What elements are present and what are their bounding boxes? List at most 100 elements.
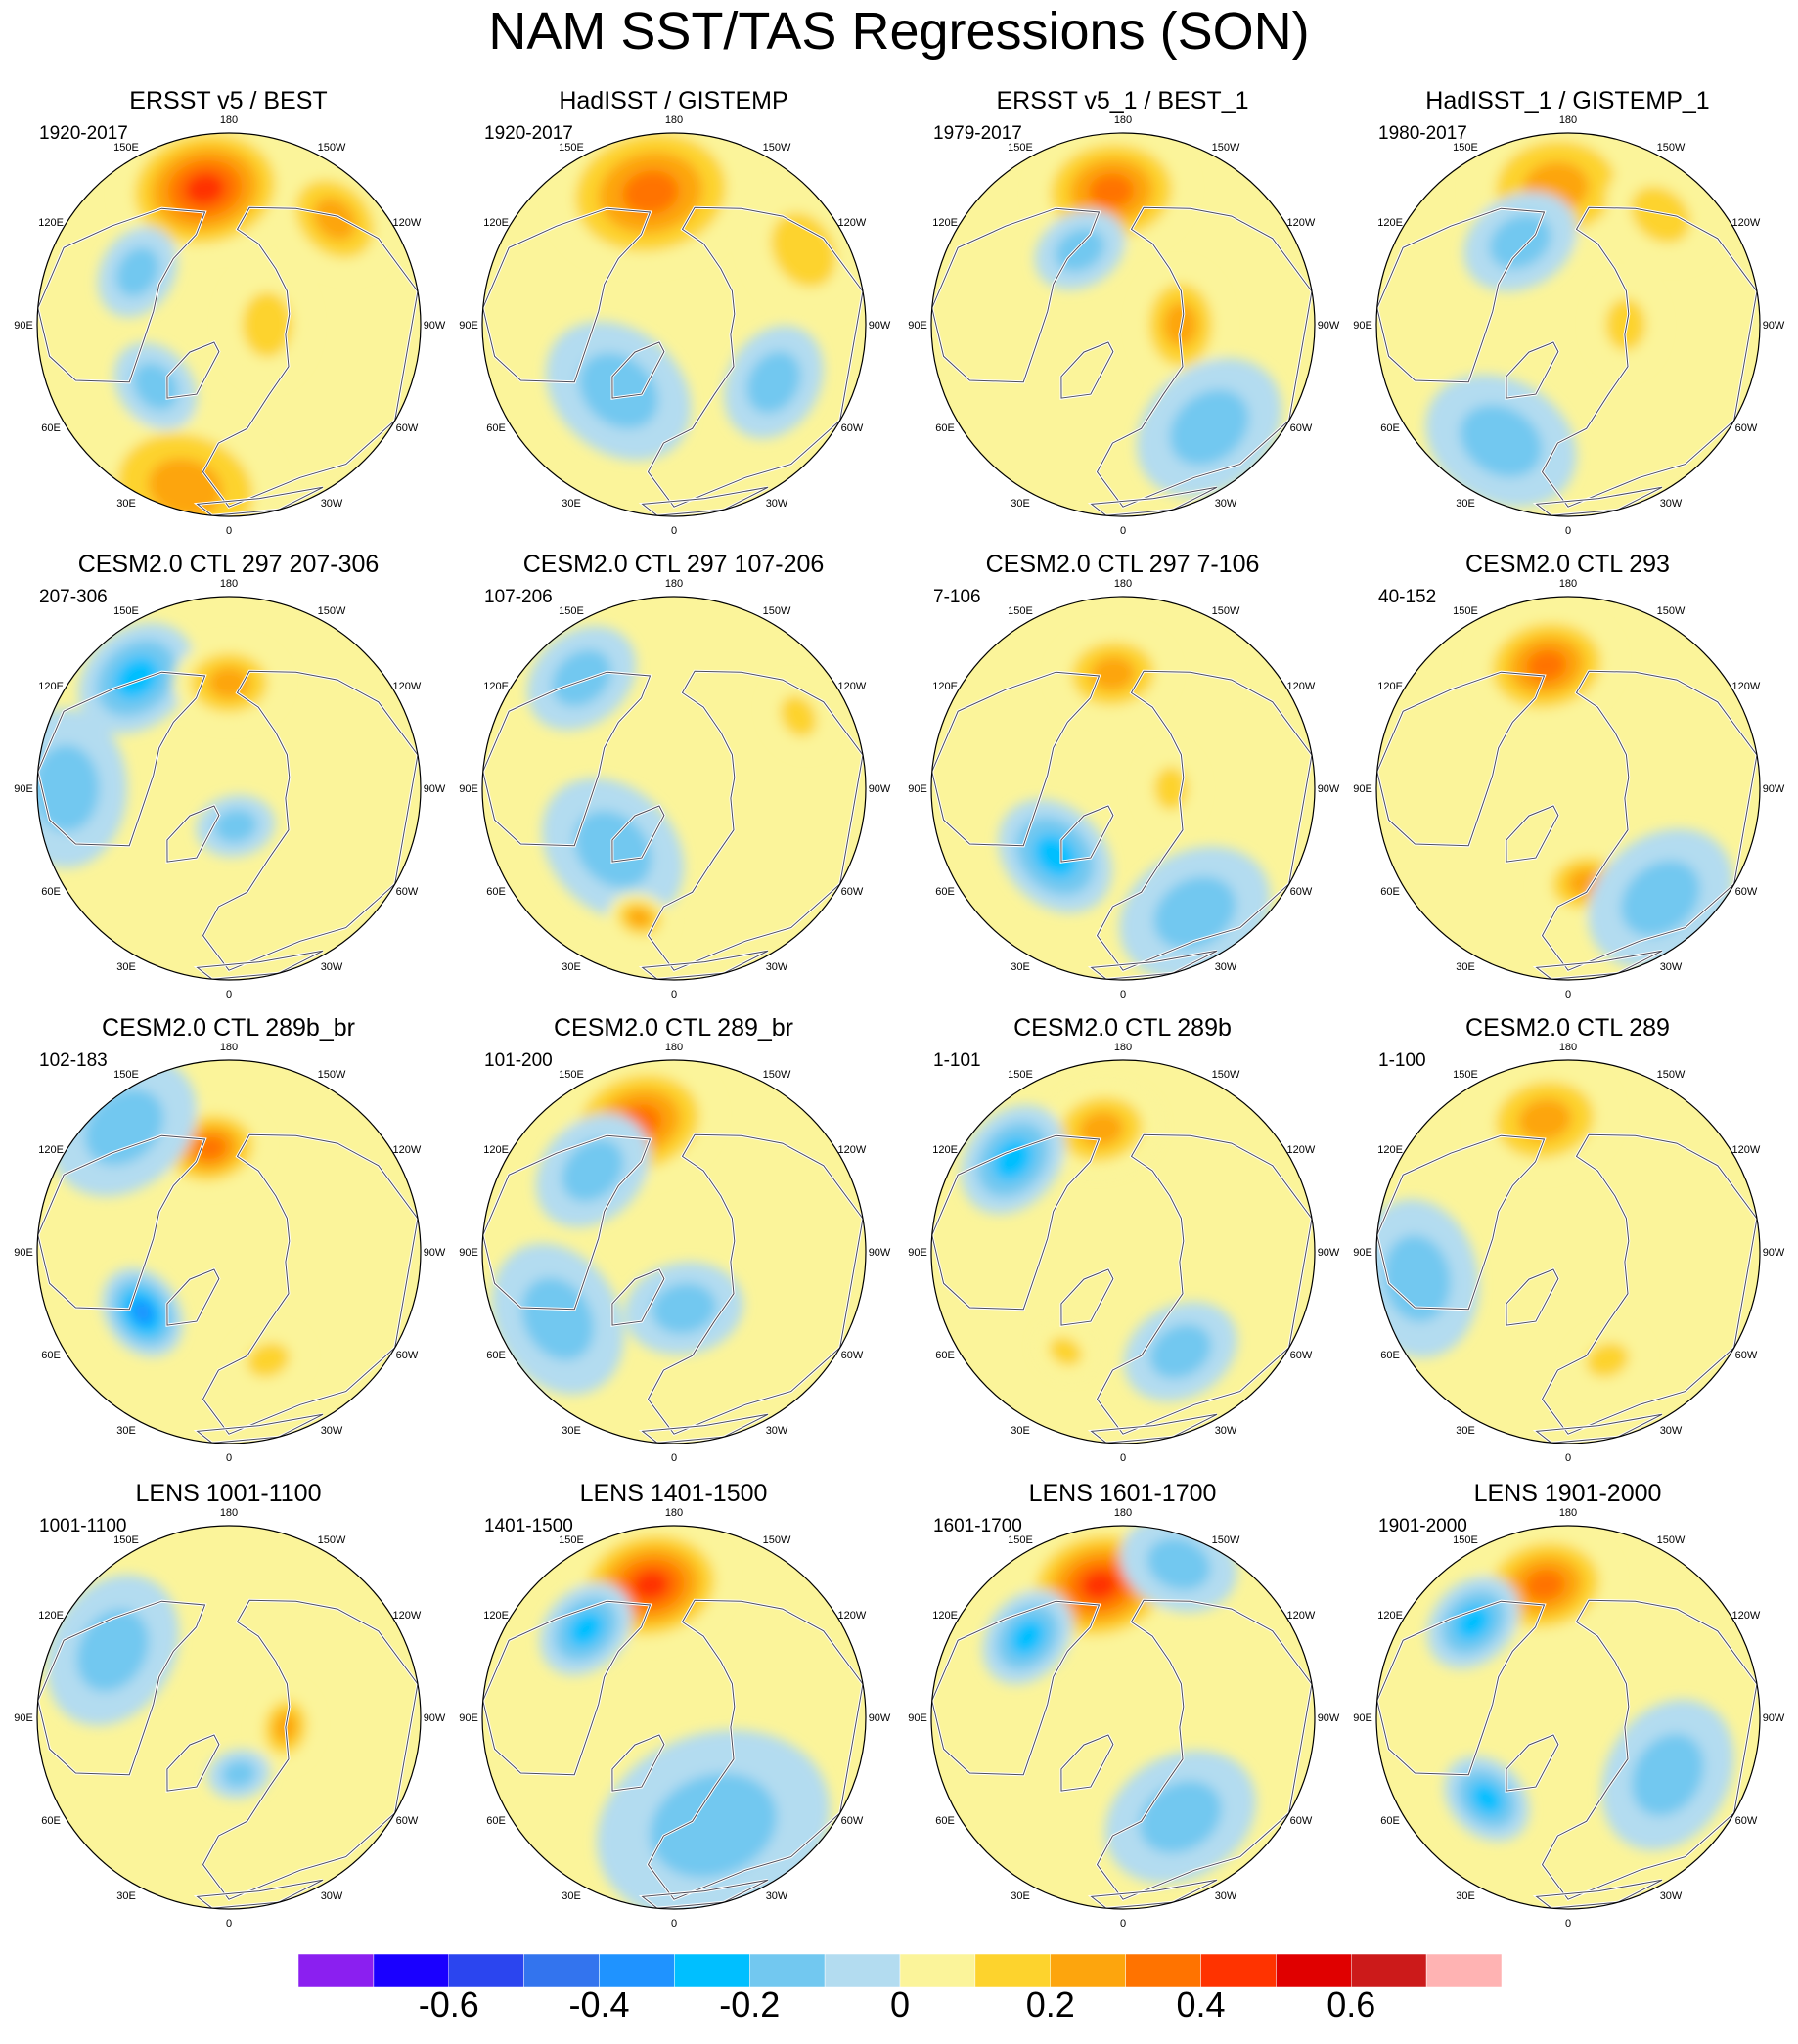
panel-period: 1401-1500 <box>484 1516 573 1536</box>
coastline <box>202 206 419 508</box>
coastline <box>37 671 206 847</box>
longitude-label: 180 <box>1559 114 1577 126</box>
colorbar-tick-label: 0 <box>889 1984 911 2024</box>
polar-map: 180 150E 120E 90E 60E 30E 0 30W 60W 90W 120W 150W <box>14 1042 446 1464</box>
map-border <box>36 596 422 981</box>
longitude-label: 30W <box>1215 498 1237 510</box>
panel-period: 1979-2017 <box>933 123 1022 144</box>
polar-map: 180 150E 120E 90E 60E 30E 0 30W 60W 90W 120W 150W <box>14 1507 446 1930</box>
anomaly-contour <box>1149 1324 1212 1379</box>
longitude-label: 60E <box>1380 1350 1400 1361</box>
figure-title: NAM SST/TAS Regressions (SON) <box>488 2 1310 61</box>
colorbar-tick-label: -0.2 <box>719 1984 781 2024</box>
panel-title: LENS 1601-1700 <box>1028 1480 1217 1507</box>
map-panel: HadISST / GISTEMP 1920-2017 180 150E 120E 90E… <box>449 86 898 546</box>
panel-period: 1001-1100 <box>39 1516 127 1536</box>
longitude-label: 120W <box>393 681 422 692</box>
longitude-label: 90W <box>424 1247 446 1259</box>
anomaly-contour <box>552 649 611 707</box>
longitude-label: 180 <box>665 114 683 126</box>
anomaly-contour <box>247 1342 290 1378</box>
coastline <box>1506 1268 1559 1326</box>
map-panel: CESM2.0 CTL 289_br 101-200 180 150E 120E 90E 6… <box>449 1013 898 1473</box>
polar-map: 180 150E 120E 90E 60E 30E 0 30W 60W 90W 120W 150W <box>14 578 446 1000</box>
longitude-label: 150E <box>1453 1069 1478 1081</box>
coastline <box>1096 670 1313 971</box>
coastline <box>1090 1413 1218 1444</box>
panel-title: CESM2.0 CTL 297 207-306 <box>77 551 380 578</box>
polar-map: 180 150E 120E 90E 60E 30E 0 30W 60W 90W 120W 150W <box>1353 578 1785 1000</box>
longitude-label: 150W <box>1212 142 1240 154</box>
anomaly-contour <box>650 1773 778 1878</box>
coastline <box>1376 207 1546 383</box>
colorbar-tick-label: -0.4 <box>568 1984 630 2024</box>
longitude-label: 120W <box>1287 681 1316 692</box>
longitude-label: 180 <box>220 578 238 590</box>
longitude-label: 120E <box>483 681 509 692</box>
coastline <box>1096 1133 1313 1435</box>
anomaly-contour <box>221 1760 256 1788</box>
longitude-label: 120W <box>393 1144 422 1156</box>
longitude-label: 30W <box>1660 1425 1683 1437</box>
colorbar-tick-label: -0.6 <box>418 1984 479 2024</box>
coastline <box>196 486 324 516</box>
colorbar-tick-label: 0.6 <box>1326 1984 1376 2024</box>
coastline <box>196 1413 324 1444</box>
longitude-label: 60W <box>841 886 864 898</box>
longitude-label: 0 <box>671 989 677 1000</box>
polar-map: 180 150E 120E 90E 60E 30E 0 30W 60W 90W 120W 150W <box>459 1042 891 1464</box>
colorbar <box>298 1954 1502 1987</box>
anomaly-contour <box>1631 1733 1704 1816</box>
longitude-label: 0 <box>226 989 232 1000</box>
longitude-label: 30W <box>1215 961 1237 973</box>
longitude-label: 0 <box>1120 1452 1126 1464</box>
longitude-label: 120E <box>38 217 64 229</box>
map-panel: CESM2.0 CTL 293 40-152 180 150E 120E 90E 60E 30… <box>1343 550 1792 1009</box>
longitude-label: 90W <box>1763 320 1785 332</box>
colorbar-tick-label: 0.2 <box>1025 1984 1075 2024</box>
panel-title: ERSST v5 / BEST <box>129 87 328 114</box>
panel-period: 1-101 <box>933 1050 981 1071</box>
panel-period: 101-200 <box>484 1050 553 1071</box>
longitude-label: 180 <box>220 114 238 126</box>
longitude-label: 30E <box>116 498 136 510</box>
longitude-label: 60E <box>41 1350 61 1361</box>
panel-period: 102-183 <box>39 1050 108 1071</box>
coastline <box>482 671 652 847</box>
coastline <box>647 670 864 971</box>
longitude-label: 180 <box>1114 1042 1132 1053</box>
longitude-label: 60W <box>396 422 419 434</box>
anomaly-contour <box>1460 404 1543 477</box>
colorbar-box <box>1200 1954 1277 1987</box>
longitude-label: 150W <box>318 1534 346 1546</box>
panel-title: CESM2.0 CTL 289b_br <box>102 1014 355 1042</box>
longitude-label: 90W <box>1318 1247 1340 1259</box>
anomaly-contour <box>84 1089 164 1166</box>
longitude-label: 30E <box>562 1425 581 1437</box>
panel-period: 1901-2000 <box>1378 1516 1467 1536</box>
longitude-label: 150W <box>763 1069 791 1081</box>
map-panel: CESM2.0 CTL 297 107-206 107-206 180 150E 120… <box>449 550 898 1009</box>
anomaly-contour <box>562 1139 624 1202</box>
coastline <box>1060 805 1114 863</box>
colorbar-tick-label: 0.4 <box>1176 1984 1226 2024</box>
longitude-label: 60E <box>41 422 61 434</box>
longitude-label: 90W <box>1763 1247 1785 1259</box>
panel-title: CESM2.0 CTL 297 107-206 <box>522 551 825 578</box>
longitude-label: 30W <box>1215 1890 1237 1902</box>
longitude-label: 30E <box>562 1890 581 1902</box>
polar-map: 180 150E 120E 90E 60E 30E 0 30W 60W 90W 120W 150W <box>459 1507 891 1930</box>
longitude-label: 90E <box>908 1712 927 1724</box>
coastline <box>1060 1268 1114 1326</box>
longitude-label: 60W <box>1290 1350 1313 1361</box>
anomaly-contour <box>1146 1537 1211 1591</box>
longitude-label: 30E <box>1456 961 1475 973</box>
longitude-label: 60E <box>1380 422 1400 434</box>
longitude-label: 60W <box>1290 886 1313 898</box>
longitude-label: 120W <box>1287 1610 1316 1622</box>
polar-map: 180 150E 120E 90E 60E 30E 0 30W 60W 90W 120W 150W <box>1353 1042 1785 1464</box>
longitude-label: 30W <box>766 961 788 973</box>
map-border <box>930 1525 1316 1910</box>
longitude-label: 120W <box>838 1610 867 1622</box>
longitude-label: 90E <box>908 783 927 795</box>
